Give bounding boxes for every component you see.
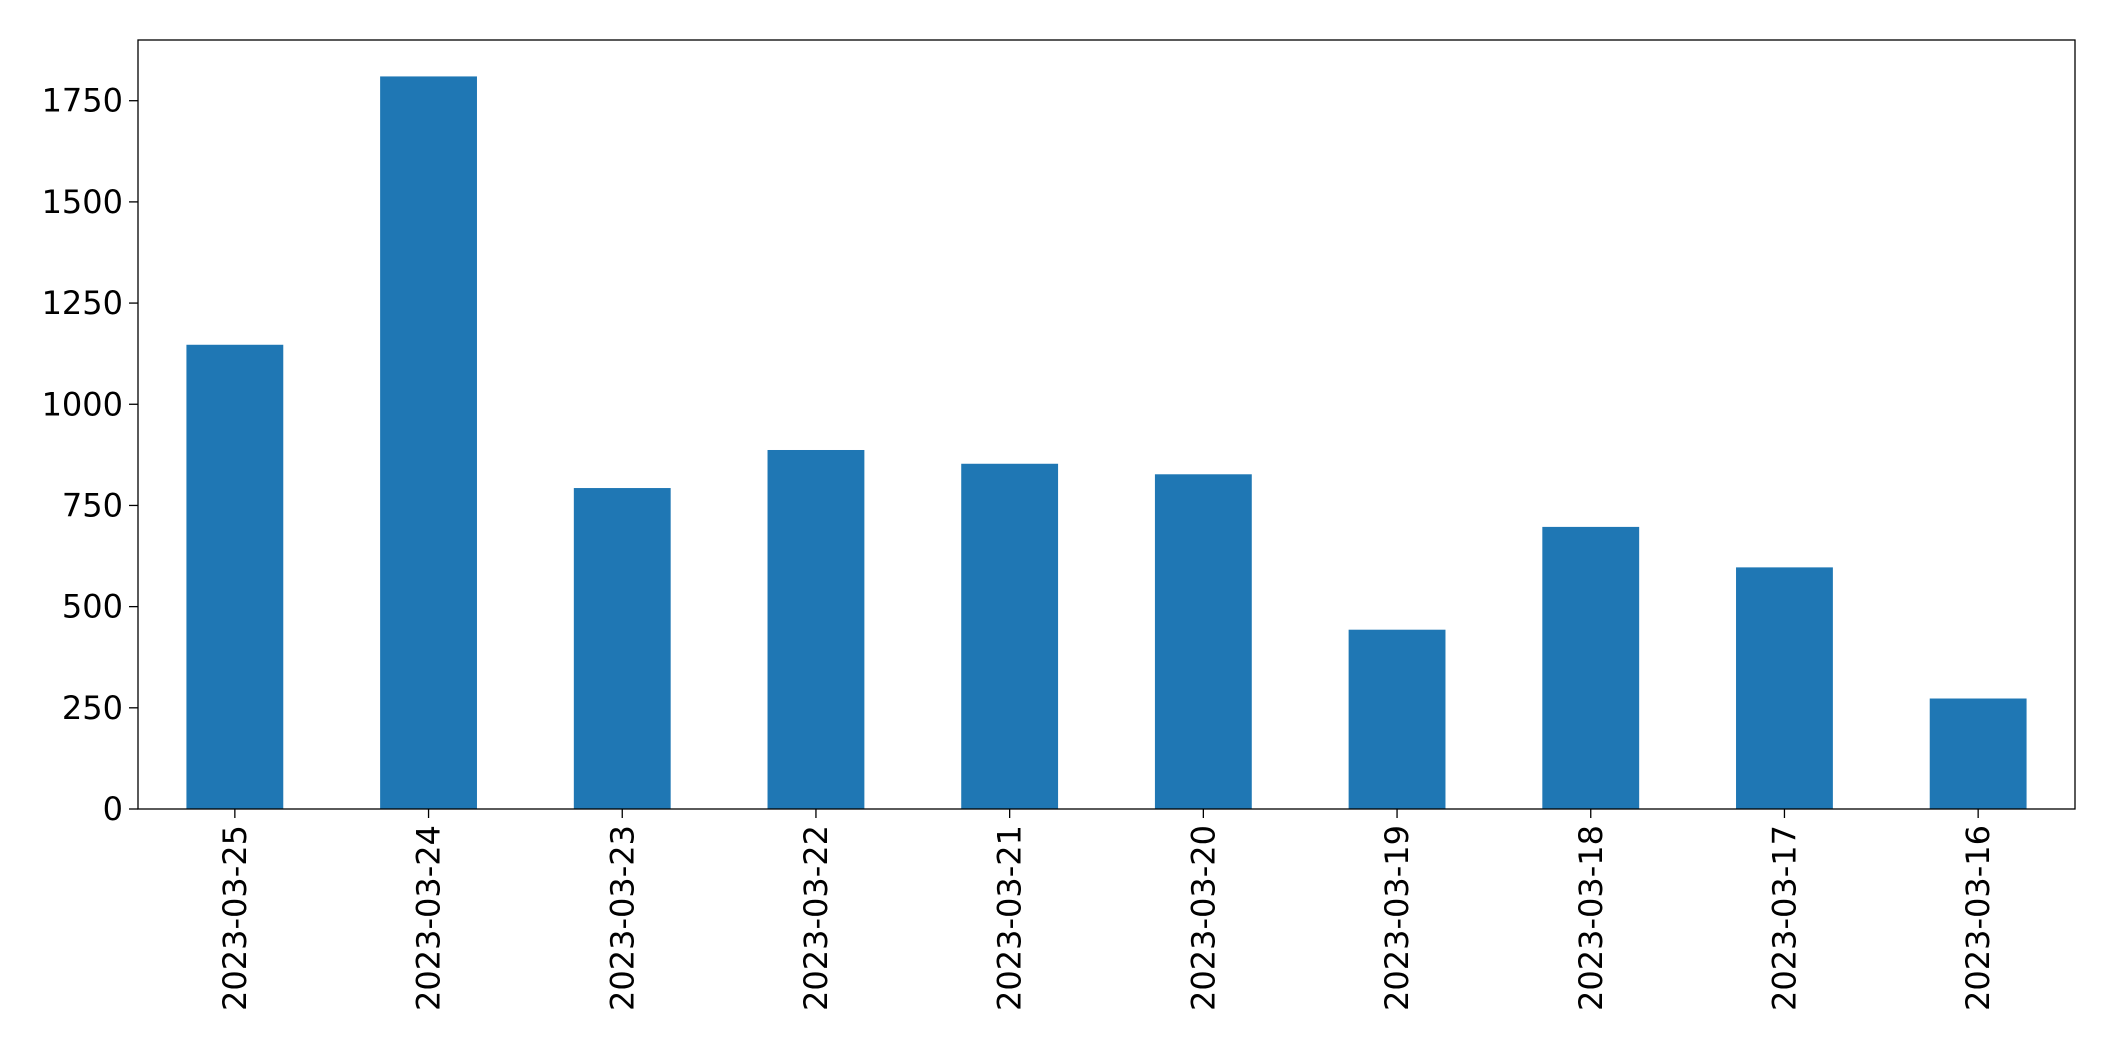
x-tick-label: 2023-03-17 (1765, 825, 1803, 1011)
x-tick-label: 2023-03-24 (410, 825, 448, 1011)
bar (186, 344, 284, 809)
x-tick-label: 2023-03-18 (1572, 825, 1610, 1011)
x-tick-label: 2023-03-22 (797, 825, 835, 1011)
bar (1542, 526, 1640, 809)
bar (1348, 629, 1446, 809)
y-tick-label: 0 (103, 790, 123, 828)
x-tick-label: 2023-03-25 (216, 825, 254, 1011)
bar (961, 463, 1059, 809)
y-tick-label: 500 (62, 588, 123, 626)
y-tick-label: 250 (62, 689, 123, 727)
bar (1736, 567, 1833, 809)
x-tick-label: 2023-03-20 (1184, 825, 1222, 1011)
bar (573, 488, 671, 809)
y-tick-label: 750 (62, 486, 123, 524)
x-tick-label: 2023-03-16 (1959, 825, 1997, 1011)
bar (380, 76, 477, 809)
bar (767, 449, 865, 809)
x-tick-label: 2023-03-21 (991, 825, 1029, 1011)
bar (1154, 474, 1252, 809)
y-tick-label: 1000 (42, 385, 123, 423)
y-tick-label: 1750 (42, 82, 123, 120)
plot-frame (137, 39, 2076, 810)
x-tick-label: 2023-03-23 (603, 825, 641, 1011)
y-tick-label: 1500 (42, 183, 123, 221)
bar (1929, 698, 2027, 809)
y-tick-label: 1250 (42, 284, 123, 322)
x-tick-label: 2023-03-19 (1378, 825, 1416, 1011)
